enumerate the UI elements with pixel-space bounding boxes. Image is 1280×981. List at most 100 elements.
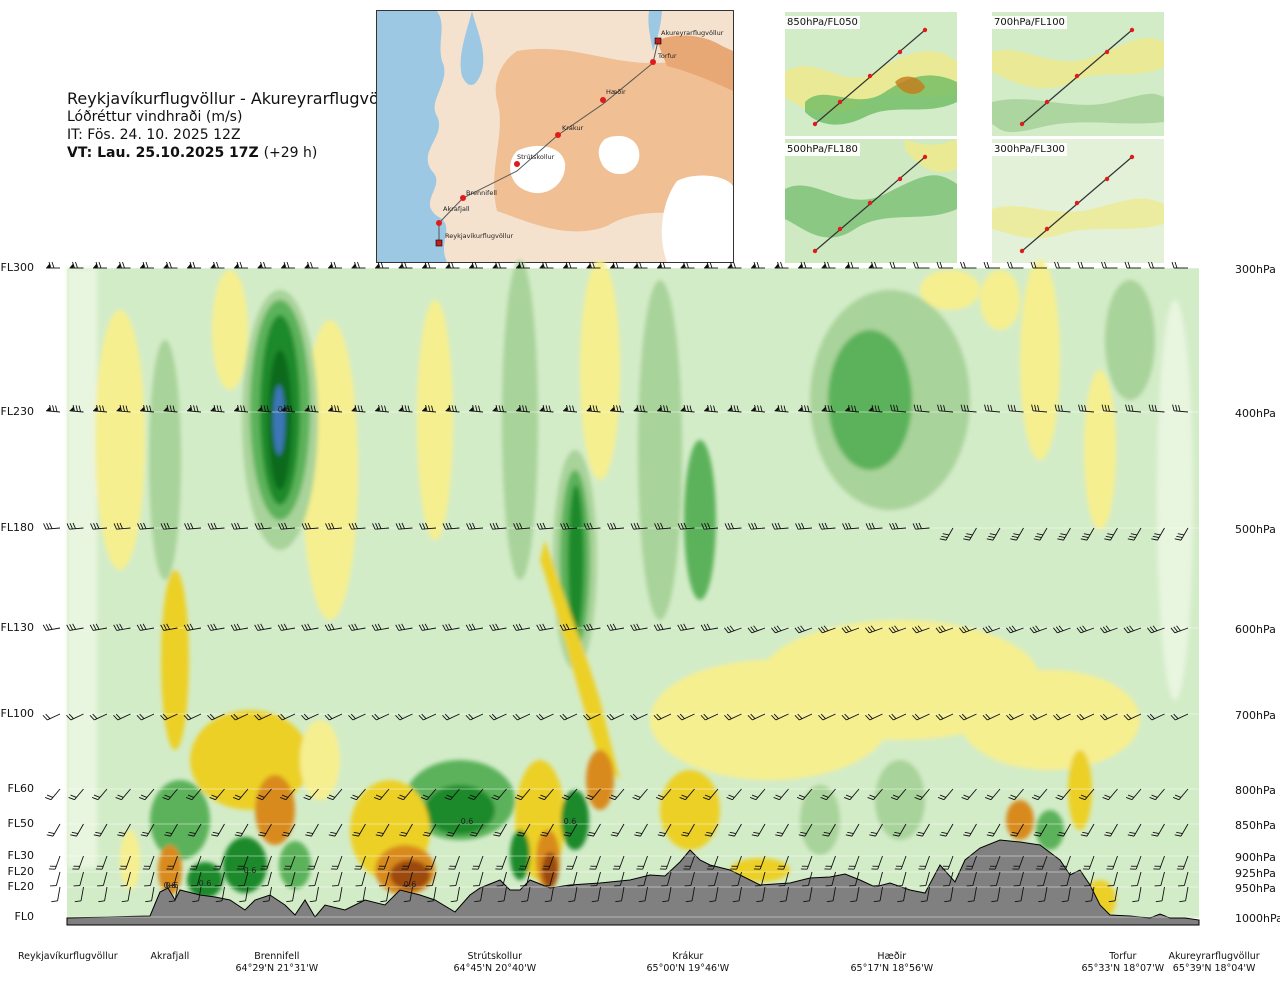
wind-barb: [818, 522, 836, 530]
wind-barb: [1174, 823, 1189, 837]
wind-barb: [536, 623, 554, 631]
wind-barb: [544, 886, 554, 903]
wind-barb: [825, 871, 836, 887]
wind-barb: [850, 886, 860, 903]
wind-barb: [937, 788, 954, 801]
wind-barb: [963, 527, 977, 541]
wind-barb: [959, 713, 977, 721]
route-marker-krakur: [555, 132, 561, 138]
location-name: Strútskollur: [467, 951, 523, 962]
pressure-level-label: 850hPa: [1235, 819, 1276, 832]
flight-level-label: FL30: [7, 849, 34, 862]
wind-barb: [351, 404, 366, 413]
wind-barb: [536, 713, 554, 721]
wind-barb: [69, 404, 84, 413]
wind-barb: [1008, 788, 1024, 801]
wind-barb: [920, 886, 930, 903]
wind-barb: [657, 261, 671, 269]
wind-barb: [539, 404, 554, 413]
wind-barb: [568, 886, 578, 903]
wind-barb: [215, 886, 225, 903]
wind-barb: [348, 623, 366, 631]
wind-barb: [489, 623, 507, 631]
wind-barb: [633, 261, 648, 269]
wind-barb: [512, 623, 531, 631]
wind-barb: [1102, 788, 1118, 801]
wind-barb: [749, 788, 766, 801]
wind-barb: [95, 855, 108, 870]
route-title: Reykjavíkurflugvöllur - Akureyrarflugvöl…: [67, 89, 405, 108]
wind-barb: [422, 404, 437, 413]
wind-barb: [986, 527, 1001, 541]
wind-barb: [1082, 855, 1095, 870]
location-coord: 64°45'N 20°40'W: [453, 963, 537, 974]
wind-barb: [708, 871, 719, 887]
wind-barb: [959, 625, 977, 634]
wind-barb: [328, 404, 343, 413]
wind-barb: [234, 261, 248, 269]
wind-barb: [867, 788, 883, 801]
wind-barb: [330, 855, 343, 870]
wind-barb: [685, 886, 695, 903]
wind-barb: [121, 886, 131, 903]
wind-barb: [351, 261, 366, 269]
wind-barb: [512, 713, 531, 721]
wind-barb: [46, 404, 61, 413]
location-name: Akrafjall: [150, 951, 190, 962]
wind-barb: [1125, 788, 1142, 801]
mini-map-700-label: 700hPa/FL100: [992, 16, 1067, 29]
contour-label: 0.6: [166, 881, 179, 890]
wind-barb: [167, 871, 178, 887]
flight-level-label: FL100: [0, 707, 34, 720]
wind-barb: [747, 713, 766, 721]
wind-barb: [1100, 625, 1118, 634]
wind-barb: [1148, 261, 1165, 269]
wind-barb: [865, 522, 883, 530]
location-name: Krákur: [672, 951, 704, 962]
wind-barb: [442, 623, 460, 631]
wind-barb: [116, 404, 131, 413]
wind-barb: [238, 871, 249, 887]
location-label: Strútskollur 64°45'N 20°40'W: [454, 951, 537, 975]
wind-barb: [419, 522, 437, 530]
flight-level-label: FL230: [0, 405, 34, 418]
wind-barb: [516, 261, 530, 269]
wind-barb: [308, 871, 319, 887]
wind-barb: [520, 871, 531, 887]
wind-barb: [91, 788, 108, 801]
location-name: Akureyrarflugvöllur: [1168, 951, 1260, 962]
wind-barb: [984, 788, 1001, 801]
wind-barb: [74, 886, 84, 903]
pressure-level-label: 800hPa: [1235, 784, 1276, 797]
wind-barb: [469, 261, 483, 269]
wind-barb: [771, 625, 789, 634]
contour-label: 0.6: [404, 880, 417, 889]
wind-barb: [614, 871, 625, 887]
wind-barb: [395, 623, 413, 631]
wind-barb: [966, 871, 977, 887]
wind-barb: [286, 886, 296, 903]
pressure-level-label: 700hPa: [1235, 709, 1276, 722]
wind-barb: [1149, 788, 1165, 801]
glacier-langjokull: [510, 145, 566, 194]
wind-barb: [991, 886, 1001, 903]
wind-barb: [66, 522, 84, 530]
wind-barb: [751, 261, 765, 269]
wind-barb: [845, 823, 860, 837]
wind-barb: [474, 886, 484, 903]
wind-barb: [610, 261, 624, 269]
contour-label: 0.6: [199, 879, 212, 888]
wind-barb: [1147, 625, 1165, 634]
wind-barb: [732, 886, 742, 903]
pressure-level-label: 400hPa: [1235, 407, 1276, 420]
wind-barb: [727, 404, 742, 413]
wind-barb: [145, 886, 155, 903]
wind-barb: [89, 623, 108, 631]
wind-barb: [262, 886, 272, 903]
wind-barb: [565, 855, 578, 870]
title-block: Reykjavíkurflugvöllur - Akureyrarflugvöl…: [67, 90, 404, 162]
wind-barb: [1029, 713, 1048, 721]
wind-barb: [207, 522, 225, 530]
wind-barb: [965, 855, 977, 870]
wind-barb: [489, 522, 507, 530]
